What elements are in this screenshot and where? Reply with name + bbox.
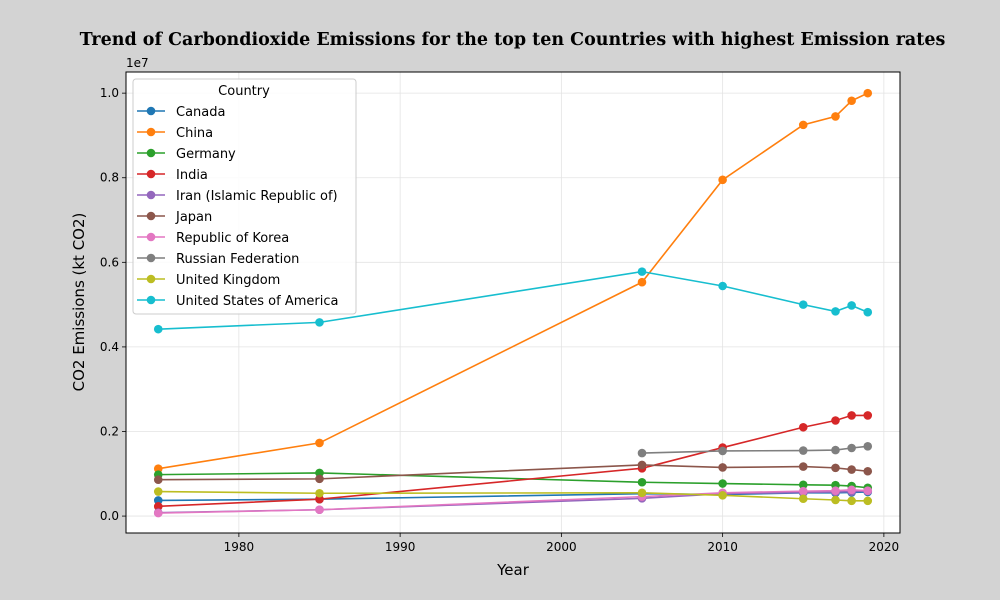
data-point-russian-federation [798,446,808,455]
y-tick-label: 1.0 [100,86,119,100]
y-tick-label: 0.0 [100,509,119,523]
data-point-india [153,502,163,511]
data-point-japan [831,463,840,473]
chart-title: Trend of Carbondioxide Emissions for the… [79,30,946,50]
data-point-russian-federation [831,445,840,455]
data-point-republic-of-korea [153,508,163,518]
data-point-republic-of-korea [863,486,873,496]
data-point-united-states-of-america [831,307,840,316]
data-point-republic-of-korea [798,486,808,496]
legend-label-japan: Japan [175,210,212,225]
data-point-united-states-of-america [153,324,163,334]
x-tick-label: 2000 [546,540,577,554]
y-axis-label: CO2 Emissions (kt CO2) [70,213,88,392]
data-point-india [847,411,856,420]
data-point-china [718,175,727,185]
legend-swatch-marker-russian-federation [146,253,156,263]
data-point-united-kingdom [847,496,856,506]
data-point-china [847,96,856,106]
data-point-china [798,120,808,130]
data-point-japan [718,463,727,472]
data-point-republic-of-korea [315,505,324,515]
y-offset-label: 1e7 [126,56,149,70]
data-point-united-states-of-america [798,300,808,309]
legend-swatch-marker-germany [146,148,156,158]
data-point-japan [637,460,647,470]
legend: Country Canada China Germany India Iran (Isl… [132,78,357,315]
data-point-germany [798,480,808,490]
plot-frame [125,71,901,534]
data-point-germany [637,477,647,487]
data-point-china [153,464,163,474]
x-tick-label: 1980 [224,540,255,554]
x-tick-label: 2010 [707,540,738,554]
legend-label-iran-islamic-republic-of: Iran (Islamic Republic of) [176,189,338,204]
data-point-united-kingdom [153,487,163,496]
data-point-united-kingdom [718,491,727,500]
data-point-germany [718,479,727,488]
series-layer [153,88,873,518]
data-point-united-kingdom [831,495,840,505]
data-point-united-states-of-america [718,281,727,291]
data-point-india [315,494,324,504]
y-tick-label: 0.4 [100,340,119,354]
data-point-russian-federation [718,446,727,456]
data-point-russian-federation [863,441,873,451]
data-point-united-kingdom [637,488,647,498]
x-axis-label: Year [496,561,530,579]
axes: 1e7 Year CO2 Emissions (kt CO2) 1980 1990… [70,56,899,579]
y-tick-label: 0.2 [100,424,119,438]
legend-swatch-marker-japan [146,211,156,221]
data-point-united-states-of-america [315,318,324,327]
x-tick-label: 1990 [385,540,416,554]
legend-swatch-marker-united-kingdom [146,274,156,284]
data-point-china [315,438,324,448]
y-tick-label: 0.8 [100,171,119,185]
data-point-united-kingdom [798,494,808,504]
data-point-japan [863,466,873,476]
data-point-russian-federation [847,443,856,453]
data-point-china [637,277,647,287]
legend-label-germany: Germany [176,147,236,162]
data-point-japan [798,462,808,471]
data-point-india [863,411,873,420]
data-point-japan [315,474,324,484]
legend-label-india: India [176,168,208,183]
legend-title: Country [218,84,270,99]
legend-label-canada: Canada [176,105,225,120]
legend-label-russian-federation: Russian Federation [176,252,299,267]
data-point-china [863,88,873,98]
legend-swatch-marker-canada [146,106,156,116]
data-point-united-states-of-america [847,301,856,310]
legend-swatch-marker-china [146,127,156,137]
legend-label-china: China [176,126,213,141]
legend-label-united-kingdom: United Kingdom [176,273,280,288]
legend-swatch-marker-united-states-of-america [146,295,156,305]
data-point-china [831,112,840,121]
data-point-india [831,416,840,425]
y-tick-label: 0.6 [100,255,119,269]
legend-swatch-marker-india [146,169,156,179]
data-point-united-states-of-america [863,307,873,317]
data-point-united-kingdom [315,488,324,498]
data-point-canada [153,496,163,505]
data-point-united-states-of-america [637,267,647,276]
x-tick-label: 2020 [869,540,900,554]
legend-swatch-marker-iran-islamic-republic-of [146,190,156,200]
data-point-russian-federation [637,448,647,458]
legend-label-republic-of-korea: Republic of Korea [176,231,289,246]
data-point-japan [153,475,163,485]
data-point-united-kingdom [863,496,873,506]
legend-label-united-states-of-america: United States of America [176,294,338,309]
data-point-germany [315,468,324,478]
data-point-republic-of-korea [831,486,840,496]
data-point-republic-of-korea [847,485,856,495]
legend-swatch-marker-republic-of-korea [146,232,156,242]
data-point-japan [847,465,856,474]
data-point-india [798,422,808,432]
legend-box [132,78,357,315]
